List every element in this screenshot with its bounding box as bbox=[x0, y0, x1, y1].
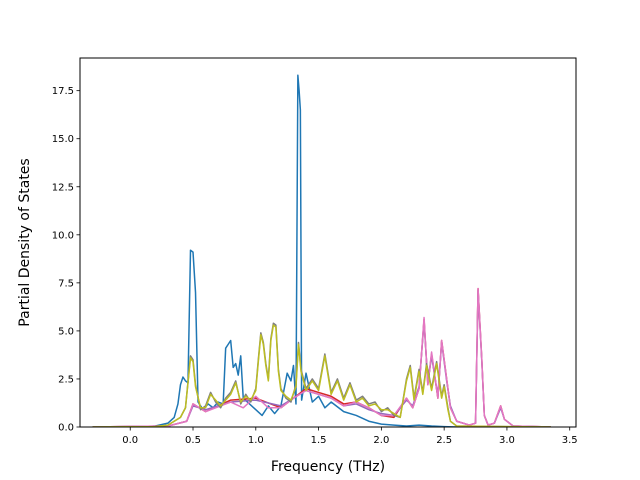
x-tick-label: 1.0 bbox=[248, 435, 264, 446]
y-tick-label: 7.5 bbox=[58, 278, 74, 289]
y-tick-label: 0.0 bbox=[58, 423, 74, 434]
y-tick-label: 2.5 bbox=[58, 374, 74, 385]
series-line-1 bbox=[92, 74, 551, 427]
y-axis-label: Partial Density of States bbox=[17, 158, 33, 326]
y-tick-label: 17.5 bbox=[52, 86, 74, 97]
x-tick-label: 0.5 bbox=[185, 435, 201, 446]
series-line-4 bbox=[92, 287, 551, 427]
x-tick-label: 0.0 bbox=[122, 435, 138, 446]
plot-frame bbox=[79, 57, 577, 428]
y-axis-ticks: 0.0 2.5 5.0 7.5 10.0 12.5 15.0 17.5 bbox=[52, 86, 80, 434]
x-tick-label: 1.5 bbox=[311, 435, 327, 446]
series-layer bbox=[92, 74, 551, 427]
x-tick-label: 2.0 bbox=[373, 435, 389, 446]
y-tick-label: 12.5 bbox=[52, 182, 74, 193]
y-tick-label: 5.0 bbox=[58, 326, 74, 337]
x-axis-ticks: 0.0 0.5 1.0 1.5 2.0 2.5 3.0 3.5 bbox=[122, 427, 578, 446]
x-axis-label: Frequency (THz) bbox=[271, 459, 385, 475]
y-tick-label: 15.0 bbox=[52, 134, 74, 145]
y-tick-label: 10.0 bbox=[52, 230, 74, 241]
x-tick-label: 3.0 bbox=[499, 435, 515, 446]
x-tick-label: 2.5 bbox=[436, 435, 452, 446]
x-tick-label: 3.5 bbox=[562, 435, 578, 446]
series-line-6 bbox=[92, 324, 551, 427]
